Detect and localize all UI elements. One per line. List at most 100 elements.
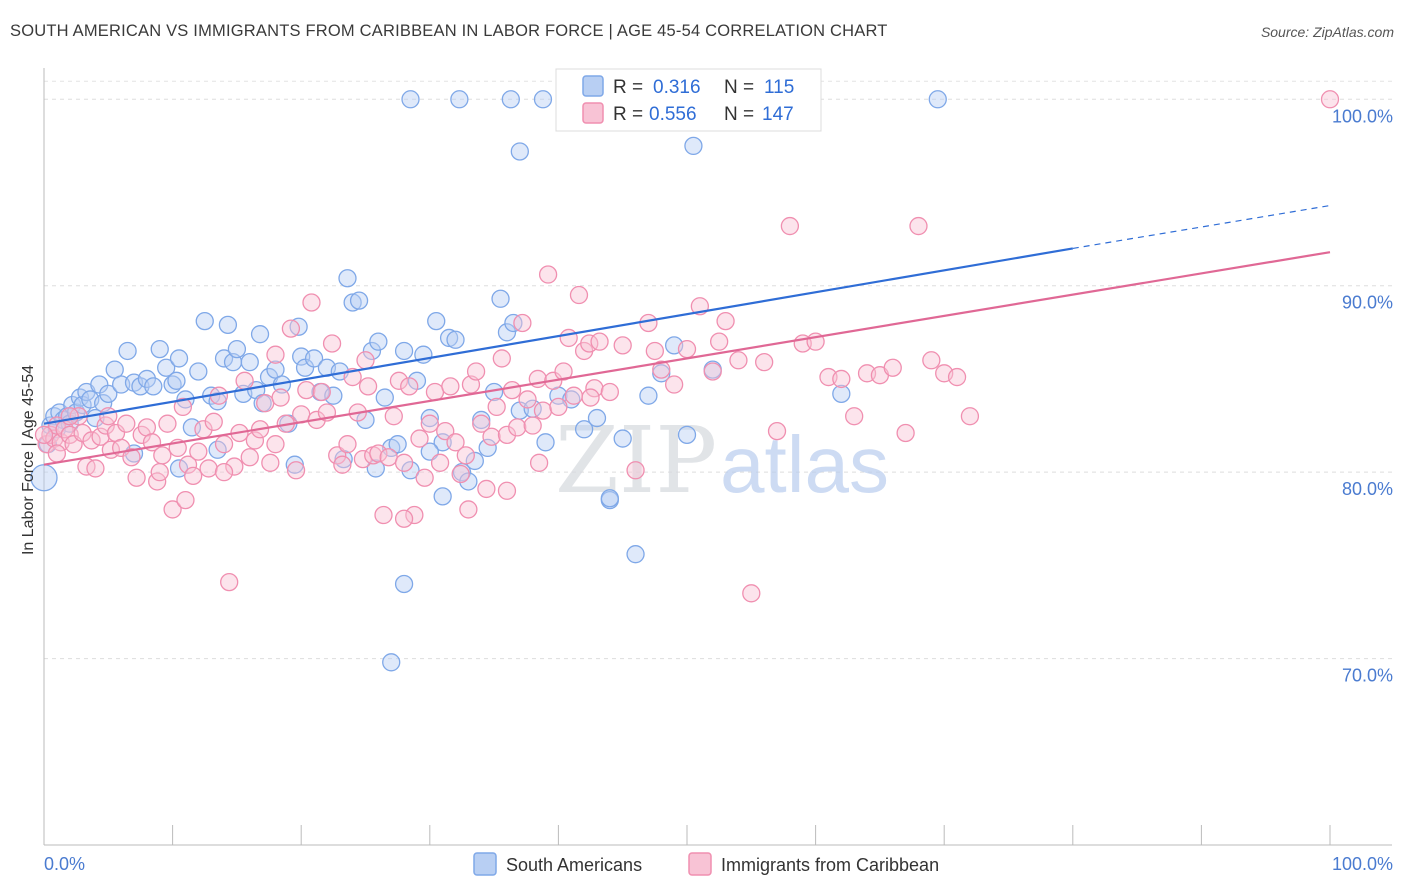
- point-south-americans-91: [587, 408, 607, 428]
- point-south-americans-58: [338, 269, 357, 288]
- series-legend: South Americans Immigrants from Caribbea…: [473, 852, 939, 876]
- point-caribbean-102: [549, 397, 568, 417]
- point-caribbean-106: [569, 285, 589, 305]
- trend-line-caribbean: [43, 251, 1331, 466]
- point-caribbean-84: [456, 446, 475, 465]
- trend-extension-south-americans: [1072, 204, 1331, 250]
- point-caribbean-83: [451, 464, 470, 484]
- point-caribbean-91: [492, 349, 511, 368]
- point-south-americans-107: [533, 90, 553, 109]
- x-tick-labels: 0.0% 100.0%: [44, 854, 1393, 874]
- point-caribbean-95: [513, 313, 532, 333]
- correlation-legend: R = 0.316 N = 115 R = 0.556 N = 147: [555, 68, 822, 132]
- point-caribbean-79: [430, 453, 450, 472]
- legend-r-value-2: 0.556: [649, 104, 697, 125]
- point-south-americans-55: [324, 386, 343, 405]
- point-caribbean-76: [415, 468, 434, 487]
- point-south-americans-27: [167, 371, 186, 390]
- point-south-americans-31: [189, 362, 208, 381]
- point-caribbean-42: [240, 448, 259, 467]
- point-south-americans-63: [369, 332, 388, 351]
- point-caribbean-123: [755, 352, 774, 372]
- point-caribbean-11: [82, 431, 101, 450]
- point-south-americans-19: [118, 341, 137, 361]
- point-caribbean-53: [297, 380, 316, 400]
- point-south-americans-36: [218, 315, 238, 335]
- point-caribbean-43: [245, 431, 265, 450]
- point-south-americans-118: [169, 459, 189, 478]
- point-south-americans-22: [137, 369, 157, 389]
- point-south-americans-115: [420, 442, 439, 461]
- point-caribbean-153: [529, 453, 549, 472]
- point-caribbean-61: [338, 435, 357, 454]
- point-south-americans-30: [182, 418, 202, 437]
- point-caribbean-81: [441, 377, 460, 396]
- legend-n-value-2: 147: [762, 104, 794, 125]
- y-tick-label-3: 100.0%: [1332, 106, 1393, 126]
- point-caribbean-90: [487, 397, 506, 417]
- trend-layer: [43, 204, 1331, 466]
- point-caribbean-143: [60, 407, 79, 426]
- legend-n-value-1: 115: [764, 77, 794, 98]
- point-caribbean-117: [677, 339, 697, 359]
- point-caribbean-38: [220, 572, 239, 592]
- point-south-americans-68: [401, 461, 420, 480]
- point-south-americans-104: [401, 90, 420, 109]
- point-south-americans-83: [497, 323, 517, 342]
- point-south-americans-66: [388, 435, 407, 454]
- point-caribbean-94: [508, 418, 527, 437]
- point-caribbean-120: [716, 311, 735, 331]
- point-caribbean-75: [410, 429, 429, 448]
- point-caribbean-46: [261, 453, 280, 472]
- point-south-americans-108: [510, 142, 529, 161]
- series-swatch-caribbean: [688, 852, 712, 876]
- y-axis-title: In Labor Force | Age 45-54: [20, 365, 37, 555]
- point-caribbean-140: [1320, 90, 1340, 109]
- point-caribbean-39: [225, 457, 244, 476]
- point-caribbean-130: [845, 407, 864, 426]
- point-south-americans-103: [394, 574, 414, 594]
- series-label-caribbean: Immigrants from Caribbean: [721, 855, 939, 875]
- point-caribbean-20: [127, 468, 146, 487]
- point-south-americans-100: [30, 464, 58, 492]
- point-caribbean-60: [333, 455, 352, 474]
- point-south-americans-35: [214, 349, 234, 368]
- point-caribbean-56: [312, 382, 331, 402]
- point-south-americans-105: [450, 90, 469, 109]
- point-caribbean-124: [767, 421, 787, 441]
- trend-line-south-americans: [43, 247, 1073, 425]
- point-south-americans-82: [491, 289, 510, 308]
- point-caribbean-67: [369, 444, 388, 463]
- point-south-americans-16: [99, 384, 118, 403]
- point-caribbean-152: [497, 481, 517, 500]
- point-caribbean-155: [645, 341, 664, 361]
- point-caribbean-68: [374, 505, 393, 525]
- point-caribbean-50: [281, 319, 301, 338]
- point-caribbean-147: [214, 462, 234, 482]
- point-south-americans-60: [349, 291, 369, 310]
- point-caribbean-31: [184, 466, 203, 486]
- point-caribbean-87: [472, 414, 491, 433]
- point-caribbean-77: [420, 414, 439, 433]
- point-south-americans-40: [240, 352, 259, 372]
- point-caribbean-71: [389, 371, 409, 390]
- point-south-americans-71: [420, 408, 439, 428]
- point-caribbean-89: [482, 427, 501, 446]
- legend-r-label-1: R =: [613, 77, 643, 98]
- point-caribbean-113: [626, 461, 645, 480]
- point-south-americans-32: [195, 311, 214, 331]
- point-caribbean-92: [497, 425, 517, 445]
- point-caribbean-100: [538, 265, 558, 284]
- point-caribbean-12: [86, 459, 105, 478]
- point-caribbean-110: [590, 332, 609, 351]
- point-south-americans-94: [626, 545, 645, 564]
- watermark-zip: ZIP: [555, 407, 717, 514]
- point-south-americans-109: [684, 136, 703, 156]
- point-caribbean-93: [502, 380, 522, 400]
- point-caribbean-37: [214, 435, 234, 454]
- point-caribbean-78: [425, 382, 445, 402]
- point-caribbean-72: [394, 453, 414, 472]
- watermark-atlas: atlas: [720, 420, 889, 509]
- point-south-americans-93: [613, 429, 632, 448]
